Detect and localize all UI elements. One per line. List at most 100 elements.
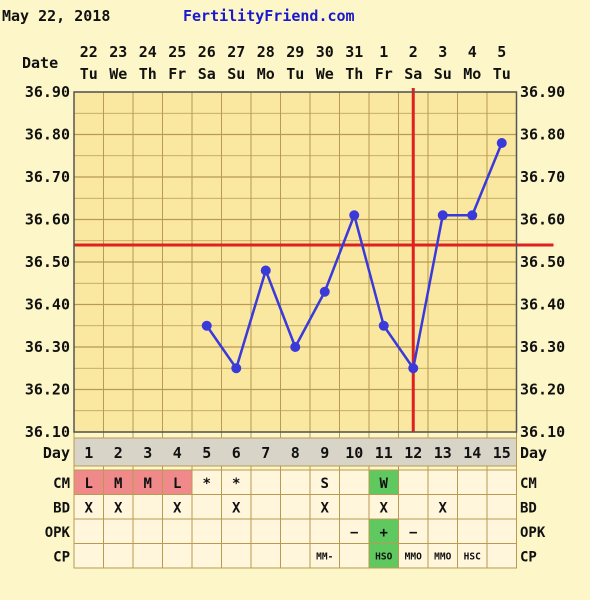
row-cell (103, 543, 134, 569)
date-tick-label: 23 (109, 43, 127, 61)
cycle-day-label: 12 (404, 444, 422, 462)
row-cell (427, 469, 458, 495)
row-cell (457, 494, 488, 520)
row-label-right: OPK (520, 525, 546, 541)
date-tick-label: 22 (80, 43, 98, 61)
temperature-point (467, 210, 478, 221)
day-row-label-right: Day (520, 444, 547, 462)
row-cell (457, 543, 488, 569)
weekday-tick-label: Su (434, 65, 452, 83)
row-cell-value: MM- (316, 552, 333, 563)
row-cell-value: X (380, 501, 389, 517)
row-cell (368, 543, 399, 569)
y-tick-label-left: 36.60 (25, 211, 70, 229)
row-cell (457, 469, 488, 495)
row-cell (250, 543, 281, 569)
row-cell (280, 543, 311, 569)
row-cell (191, 518, 222, 544)
date-tick-label: 27 (227, 43, 245, 61)
temperature-point (349, 210, 360, 221)
y-tick-label-right: 36.40 (520, 296, 565, 314)
y-tick-label-right: 36.50 (520, 253, 565, 271)
temperature-point (437, 210, 448, 221)
y-tick-label-right: 36.60 (520, 211, 565, 229)
weekday-tick-label: We (316, 65, 334, 83)
row-cell (191, 494, 222, 520)
row-cell (398, 469, 429, 495)
weekday-tick-label: Su (227, 65, 245, 83)
row-label-right: CP (520, 550, 537, 566)
row-cell (132, 494, 163, 520)
row-cell (398, 494, 429, 520)
date-tick-label: 30 (316, 43, 334, 61)
row-label-right: CM (520, 476, 537, 492)
date-axis-label: Date (22, 54, 58, 72)
row-cell (457, 518, 488, 544)
row-cell-value: − (350, 525, 358, 541)
weekday-tick-label: Mo (257, 65, 275, 83)
site-name[interactable]: FertilityFriend.com (183, 7, 355, 25)
cycle-day-label: 3 (143, 444, 152, 462)
row-cell (427, 543, 458, 569)
chart-date: May 22, 2018 (2, 7, 110, 25)
row-cell-value: + (380, 525, 388, 541)
weekday-tick-label: Th (139, 65, 157, 83)
y-tick-label-right: 36.30 (520, 338, 565, 356)
date-tick-label: 31 (345, 43, 363, 61)
row-cell-value: L (85, 476, 93, 492)
temperature-point (319, 286, 330, 297)
cycle-day-label: 4 (173, 444, 182, 462)
cycle-day-label: 15 (493, 444, 511, 462)
row-cell (280, 518, 311, 544)
row-cell (339, 469, 370, 495)
row-cell (221, 469, 252, 495)
row-cell (339, 543, 370, 569)
y-tick-label-right: 36.90 (520, 83, 565, 101)
temperature-line-segment (205, 325, 238, 369)
row-cell (132, 543, 163, 569)
row-cell-value: S (321, 476, 329, 492)
cycle-day-label: 5 (202, 444, 211, 462)
weekday-tick-label: Tu (286, 65, 304, 83)
row-cell-value: X (85, 501, 94, 517)
row-cell-value: − (409, 525, 417, 541)
date-tick-label: 26 (198, 43, 216, 61)
cycle-day-label: 9 (320, 444, 329, 462)
row-cell (309, 494, 340, 520)
weekday-tick-label: Tu (493, 65, 511, 83)
temperature-plot: 36.90 36.90 36.80 36.80 36.70 36.70 36.60 36.60… (25, 43, 565, 566)
weekday-tick-label: Sa (198, 65, 216, 83)
cycle-day-label: 6 (232, 444, 241, 462)
row-cell (250, 494, 281, 520)
row-cell (73, 518, 104, 544)
temperature-line-segment (235, 270, 267, 369)
cycle-day-label: 8 (291, 444, 300, 462)
row-cell (309, 543, 340, 569)
weekday-tick-label: Th (345, 65, 363, 83)
date-tick-label: 29 (286, 43, 304, 61)
row-cell (191, 543, 222, 569)
day-row-background (73, 437, 517, 467)
row-cell (339, 494, 370, 520)
weekday-tick-label: Sa (404, 65, 422, 83)
row-cell (309, 518, 340, 544)
row-cell (162, 518, 193, 544)
row-cell-value: X (173, 501, 182, 517)
y-tick-label-right: 36.70 (520, 168, 565, 186)
row-cell (486, 494, 517, 520)
row-cell (73, 543, 104, 569)
row-cell-value: MMO (405, 552, 422, 563)
day-row-label-left: Day (43, 444, 70, 462)
temperature-point (231, 363, 242, 374)
cycle-day-label: 7 (261, 444, 270, 462)
temperature-point (290, 342, 301, 352)
row-cell (162, 494, 193, 520)
temperature-point (201, 320, 212, 331)
cycle-day-label: 11 (375, 444, 393, 462)
row-cell (250, 518, 281, 544)
date-tick-label: 24 (139, 43, 157, 61)
row-cell-value: MMO (434, 552, 451, 563)
temperature-point (260, 265, 271, 276)
row-cell-value: W (380, 476, 389, 492)
